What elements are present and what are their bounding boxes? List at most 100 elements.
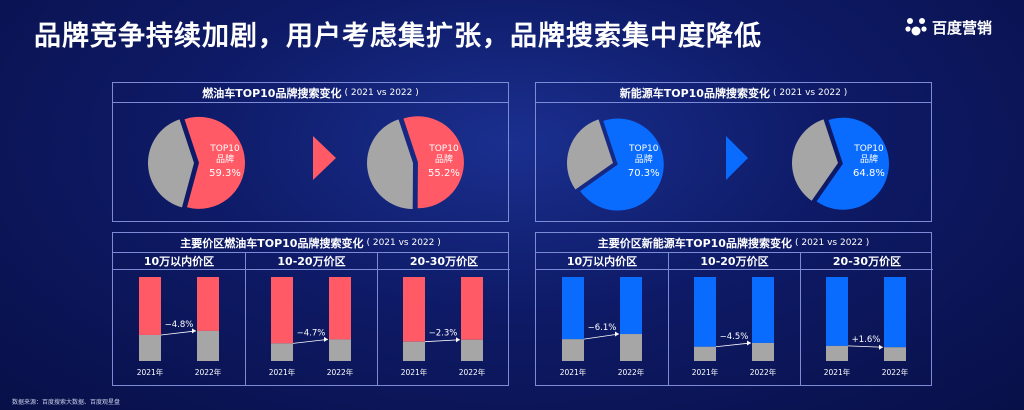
bar-panel-ev: 主要价区新能源车TOP10品牌搜索变化 ( 2021 vs 2022 ) 10万… xyxy=(535,232,933,386)
pie-2021: TOP10品牌 59.3% xyxy=(148,116,245,209)
change-arrow xyxy=(292,339,329,344)
bar-group: 2021年 2022年 −4.8% xyxy=(137,277,222,377)
bar-top10 xyxy=(884,277,906,348)
pie-slice-other xyxy=(148,119,194,208)
pie-slice-label: TOP10 xyxy=(428,144,459,154)
bar-other xyxy=(329,339,351,361)
change-label: −4.5% xyxy=(720,332,749,342)
bar-other xyxy=(826,345,848,361)
bar-category-label: 2021年 xyxy=(401,367,428,377)
bar-category-label: 2022年 xyxy=(459,367,486,377)
bar-panel-fuel: 主要价区燃油车TOP10品牌搜索变化 ( 2021 vs 2022 ) 10万以… xyxy=(112,232,510,386)
pie-slice-label: 品牌 xyxy=(435,153,453,165)
panel-subtitle: ( 2021 vs 2022 ) xyxy=(366,237,441,248)
price-band-header: 10-20万价区 xyxy=(246,252,377,270)
change-arrow xyxy=(583,333,620,340)
bar-other xyxy=(139,334,161,361)
panel-header: 新能源车TOP10品牌搜索变化 ( 2021 vs 2022 ) xyxy=(536,83,931,103)
bar-other xyxy=(403,341,425,361)
bar-other xyxy=(620,334,642,361)
bar-category-label: 2022年 xyxy=(327,367,354,377)
bar-top10 xyxy=(403,277,425,342)
bar-other xyxy=(562,339,584,361)
panel-subtitle: ( 2021 vs 2022 ) xyxy=(772,87,848,98)
bar-category-label: 2022年 xyxy=(882,367,909,377)
bar-group: 2021年 2022年 −4.5% xyxy=(692,277,777,377)
pie-slice-label: TOP10 xyxy=(853,144,884,154)
price-band-header: 10万以内价区 xyxy=(536,252,668,270)
change-label: −4.7% xyxy=(297,328,326,338)
bar-category-label: 2022年 xyxy=(750,367,777,377)
panel-header: 燃油车TOP10品牌搜索变化 ( 2021 vs 2022 ) xyxy=(113,83,508,103)
pie-slice-label: TOP10 xyxy=(209,144,240,154)
pie-2021: TOP10品牌 70.3% xyxy=(567,118,664,211)
panel-header: 主要价区燃油车TOP10品牌搜索变化 ( 2021 vs 2022 ) xyxy=(113,233,508,253)
bar-chart-ev: 2021年 2022年 −6.1% 2021年 2022年 −4.5% 2021年 2022年… xyxy=(560,277,909,377)
change-arrow xyxy=(160,330,197,336)
change-label: −6.1% xyxy=(588,323,617,333)
pie-2022: TOP10品牌 55.2% xyxy=(367,116,464,209)
pie-value-label: 70.3% xyxy=(628,168,660,179)
panel-title: 燃油车TOP10品牌搜索变化 xyxy=(202,86,342,100)
bar-other xyxy=(884,347,906,361)
panel-subtitle: ( 2021 vs 2022 ) xyxy=(794,237,870,248)
bar-group: 2021年 2022年 −6.1% xyxy=(560,277,645,377)
bar-top10 xyxy=(139,277,161,335)
panel-subtitle: ( 2021 vs 2022 ) xyxy=(344,87,419,98)
pie-slice-top10 xyxy=(403,116,464,209)
arrow-head-icon xyxy=(615,331,619,337)
panel-title: 新能源车TOP10品牌搜索变化 xyxy=(619,86,770,100)
arrow-head-icon xyxy=(324,336,328,342)
baidu-paw-icon xyxy=(905,18,927,36)
bar-top10 xyxy=(620,277,642,335)
change-arrow xyxy=(715,342,752,348)
panel-title: 主要价区燃油车TOP10品牌搜索变化 xyxy=(180,236,364,250)
change-arrow xyxy=(847,345,884,348)
page-title: 品牌竞争持续加剧，用户考虑集扩张，品牌搜索集中度降低 xyxy=(34,21,762,52)
bar-category-label: 2021年 xyxy=(269,367,296,377)
pie-slice-top10 xyxy=(580,118,664,211)
bar-category-label: 2022年 xyxy=(618,367,645,377)
pie-panel-fuel: 燃油车TOP10品牌搜索变化 ( 2021 vs 2022 ) TOP10 品牌 5… xyxy=(112,82,509,222)
bar-chart-fuel: 2021年 2022年 −4.8% 2021年 2022年 −4.7% 2021年 2022年… xyxy=(137,277,486,377)
change-label: −2.3% xyxy=(429,329,458,339)
bar-category-label: 2021年 xyxy=(692,367,719,377)
brand-logo: 百度营销 xyxy=(905,16,992,38)
pie-value-label: 59.3% xyxy=(209,168,241,179)
bar-other xyxy=(694,346,716,361)
pie-slice-top10 xyxy=(184,116,245,209)
bar-category-label: 2021年 xyxy=(560,367,587,377)
price-band-header: 20-30万价区 xyxy=(378,252,510,270)
bar-other xyxy=(271,343,293,361)
pie-value-label: 64.8% xyxy=(853,168,885,179)
price-band-header: 10万以内价区 xyxy=(113,252,245,270)
pie-slice-top10 xyxy=(816,117,889,210)
panel-title: 主要价区新能源车TOP10品牌搜索变化 xyxy=(597,236,792,250)
pie-slice-other xyxy=(367,119,413,209)
bar-top10 xyxy=(271,277,293,344)
change-arrow xyxy=(424,339,461,343)
panel-header: 主要价区新能源车TOP10品牌搜索变化 ( 2021 vs 2022 ) xyxy=(536,233,931,253)
bar-category-label: 2021年 xyxy=(824,367,851,377)
pie-slice-label: 品牌 xyxy=(635,153,653,165)
price-band-header: 20-30万价区 xyxy=(801,252,933,270)
arrow-icon xyxy=(313,136,336,180)
change-label: −4.8% xyxy=(165,320,194,330)
arrow-icon xyxy=(726,136,748,180)
bar-other xyxy=(752,342,774,361)
bar-top10 xyxy=(329,277,351,340)
arrow-head-icon xyxy=(879,344,883,350)
pie-2022: TOP10品牌 64.8% xyxy=(792,117,889,210)
arrow-head-icon xyxy=(192,328,196,334)
bar-other xyxy=(197,330,219,361)
pie-slice-other xyxy=(792,119,838,201)
arrow-head-icon xyxy=(747,340,751,346)
bar-top10 xyxy=(197,277,219,331)
pie-slice-label: TOP10 xyxy=(628,144,659,154)
pie-slice-label: 品牌 xyxy=(216,153,234,165)
change-label: +1.6% xyxy=(852,335,881,345)
brand-logo-text: 百度营销 xyxy=(932,18,993,37)
bar-top10 xyxy=(694,277,716,347)
